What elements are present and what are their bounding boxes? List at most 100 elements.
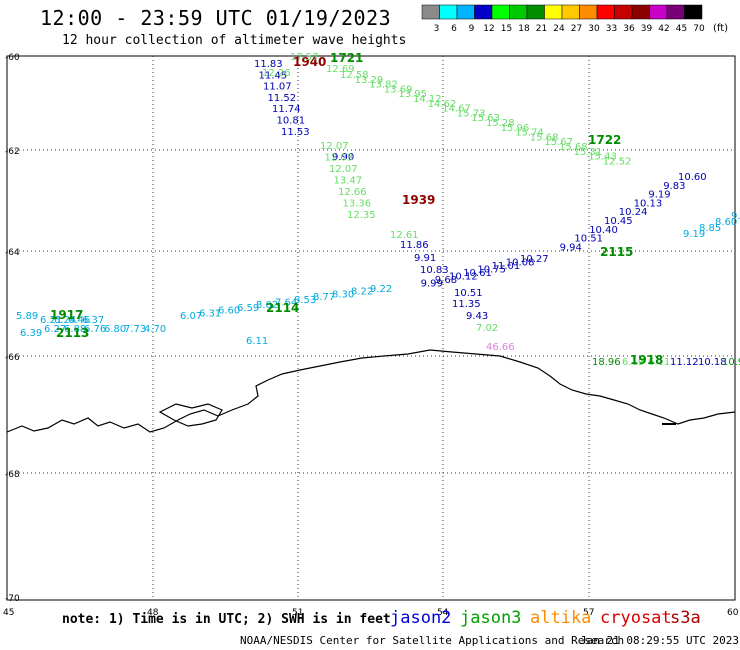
wave-height-value: 18.96 — [592, 357, 621, 368]
legend-bin-label: 6 — [451, 24, 457, 34]
wave-height-value: 8.22 — [351, 287, 373, 298]
wave-height-value: 9.22 — [370, 284, 392, 295]
chart-subtitle: 12 hour collection of altimeter wave hei… — [62, 33, 407, 48]
credit-line: NOAA/NESDIS Center for Satellite Applica… — [240, 634, 625, 647]
track-time-label: 1940 — [293, 55, 326, 69]
wave-height-value: 8.60 — [715, 217, 737, 228]
wave-height-value: 11.01 — [492, 261, 521, 272]
track-time-label: 1917 — [50, 308, 83, 322]
track-time-label: 2114 — [266, 301, 299, 315]
wave-height-value: 10.51 — [454, 288, 483, 299]
wave-height-value: 10.61 — [463, 268, 492, 279]
wave-height-value: 11.12 — [670, 357, 699, 368]
antarctica-coastline — [6, 349, 736, 433]
wave-height-value: 12.61 — [390, 230, 419, 241]
wave-height-value: 9. — [731, 211, 740, 222]
legend-swatch — [456, 4, 475, 20]
wave-height-value: 10.9 — [722, 357, 740, 368]
legend-swatch — [596, 4, 615, 20]
track-time-label: 1721 — [330, 51, 363, 65]
wave-height-value: 15.68 — [559, 142, 588, 153]
wave-height-value: 9.90 — [332, 152, 354, 163]
wave-height-value: 15.28 — [486, 118, 515, 129]
wave-height-value: 10.51 — [574, 234, 603, 245]
lat-label: -66 — [5, 353, 20, 363]
legend-bin-label: 42 — [658, 24, 669, 34]
wave-height-value: 13.95 — [398, 89, 427, 100]
wave-height-value: 14.67 — [442, 104, 471, 115]
wave-height-value: 10.13 — [634, 198, 663, 209]
wave-height-value: 12.52 — [603, 156, 632, 167]
wave-height-value: 12.26 — [262, 68, 291, 79]
satellite-legend-item: jason2 — [390, 608, 452, 628]
wave-height-value: 8.85 — [699, 223, 721, 234]
wave-height-value: 13.47 — [334, 176, 363, 187]
wave-height-value: 6.31 — [199, 308, 221, 319]
wave-height-value: 10.75 — [477, 265, 506, 276]
legend-swatch — [649, 4, 668, 20]
wave-height-value: 9.19 — [683, 229, 705, 240]
wave-height-value: 6.21 — [40, 315, 62, 326]
wave-height-value: 9.94 — [560, 242, 582, 253]
wave-height-value: 11.83 — [254, 59, 283, 70]
wave-height-value: 8.53 — [294, 295, 316, 306]
wave-height-value: 10.81 — [277, 116, 306, 127]
legend-swatch — [544, 4, 563, 20]
chart-title: 12:00 - 23:59 UTC 01/19/2023 — [40, 6, 392, 30]
footnote: note: 1) Time is in UTC; 2) SWH is in fe… — [62, 612, 391, 627]
color-legend: 3 6 9 12 15 18 21 24 27 30 33 36 39 42 45 70 — [421, 4, 705, 34]
track-time-label: 1939 — [402, 193, 435, 207]
wave-height-value: 10.08 — [506, 258, 535, 269]
wave-height-value: 8.02 — [256, 300, 278, 311]
wave-height-value: 10.12 — [449, 272, 478, 283]
wave-height-value: 10.40 — [589, 225, 618, 236]
legend-bin-label: 3 — [434, 24, 440, 34]
legend-swatch — [526, 4, 545, 20]
satellite-legend-item: cryosat — [600, 608, 672, 628]
wave-height-value: 6.11 — [648, 357, 670, 368]
legend-bin-label: 70 — [693, 24, 705, 34]
wave-height-value: 6.76 — [84, 324, 106, 335]
legend-bin-label: 21 — [536, 24, 547, 34]
legend-swatch — [579, 4, 598, 20]
wave-height-value: 9.91 — [414, 253, 436, 264]
wave-height-value: 8.77 — [313, 292, 335, 303]
wave-height-value: 6.39 — [20, 328, 42, 339]
lon-label: 57 — [583, 608, 594, 618]
track-time-label: 2113 — [56, 326, 89, 340]
lat-label: -70 — [5, 594, 20, 604]
wave-height-value: 46.66 — [486, 342, 515, 353]
coastline-inlet — [158, 403, 223, 427]
legend-bin-label: 24 — [553, 24, 565, 34]
wave-height-value: 6.19 — [622, 357, 644, 368]
wave-height-value: 11.52 — [268, 93, 297, 104]
wave-height-value: 6.60 — [218, 306, 240, 317]
wave-height-value: 10.27 — [520, 254, 549, 265]
lon-label: 45 — [3, 608, 14, 618]
wave-height-value: 17.57 — [290, 52, 319, 63]
satellite-legend-item: altika — [530, 608, 592, 628]
wave-height-value: 6.80 — [104, 324, 126, 335]
lat-label: -64 — [5, 248, 20, 258]
lon-label: 48 — [147, 608, 159, 618]
lon-label: 60 — [727, 608, 739, 618]
wave-height-value: 11.53 — [281, 127, 310, 138]
wave-height-value: 12.03 — [325, 153, 354, 164]
wave-height-value: 9.99 — [421, 279, 443, 290]
legend-bin-label: 9 — [469, 24, 475, 34]
wave-height-value: 10.83 — [420, 265, 449, 276]
legend-swatch — [474, 4, 493, 20]
generated-timestamp: Jan 21 08:29:55 UTC 2023 — [580, 634, 739, 647]
lat-label: -60 — [5, 53, 20, 63]
legend-swatch — [509, 4, 528, 20]
track-time-label: 1722 — [588, 133, 621, 147]
wave-height-value: 8.30 — [332, 289, 354, 300]
wave-height-value: 7.02 — [476, 323, 498, 334]
wave-height-value: 6.59 — [237, 303, 259, 314]
legend-bin-label: 39 — [641, 24, 653, 34]
map-frame — [6, 55, 736, 601]
lat-label: -68 — [5, 470, 20, 480]
wave-height-value: 12.07 — [329, 164, 358, 175]
wave-height-value: 10.60 — [678, 172, 707, 183]
